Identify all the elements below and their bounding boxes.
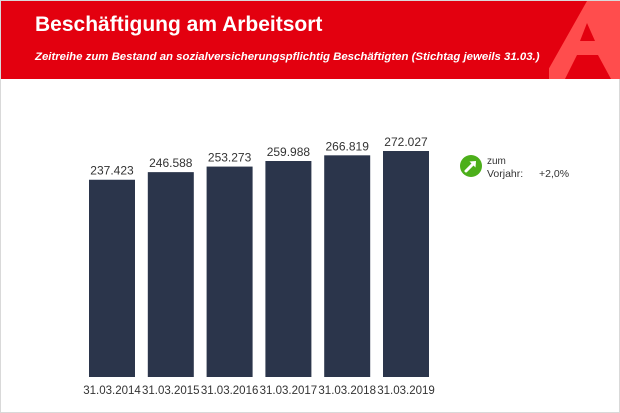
up-right-arrow-icon	[460, 155, 482, 177]
x-tick-label: 31.03.2017	[260, 385, 318, 397]
x-tick-label: 31.03.2014	[83, 385, 141, 397]
header-banner: Beschäftigung am Arbeitsort Zeitreihe zu…	[1, 1, 620, 79]
bar-31.03.2017	[265, 161, 312, 377]
bar-31.03.2016	[206, 166, 253, 377]
indicator-value: +2,0%	[539, 168, 570, 180]
bar-value-label: 272.027	[384, 135, 428, 149]
x-tick-label: 31.03.2015	[142, 385, 200, 397]
bar-value-label: 246.588	[149, 156, 193, 170]
bar-value-label: 259.988	[267, 145, 311, 159]
bar-31.03.2014	[89, 179, 135, 377]
x-tick-label: 31.03.2018	[318, 385, 376, 397]
bar-value-label: 237.423	[90, 164, 134, 178]
page-title: Beschäftigung am Arbeitsort	[35, 13, 323, 36]
agency-logo	[549, 1, 620, 79]
change-indicator: zum Vorjahr: +2,0%	[459, 154, 599, 188]
x-tick-label: 31.03.2016	[201, 385, 259, 397]
x-tick-label: 31.03.2019	[377, 385, 435, 397]
page-subtitle: Zeitreihe zum Bestand an sozialversicher…	[35, 51, 540, 63]
indicator-label-line2: Vorjahr:	[487, 168, 524, 180]
bar-value-label: 266.819	[326, 139, 370, 153]
bar-value-label: 253.273	[208, 151, 252, 165]
indicator-label-line1: zum	[487, 156, 506, 167]
bar-chart: 237.423 31.03.2014 246.588 31.03.2015 253.27…	[83, 135, 435, 397]
bar-31.03.2018	[324, 155, 371, 377]
bar-31.03.2015	[147, 172, 194, 377]
bar-31.03.2019	[383, 151, 429, 377]
